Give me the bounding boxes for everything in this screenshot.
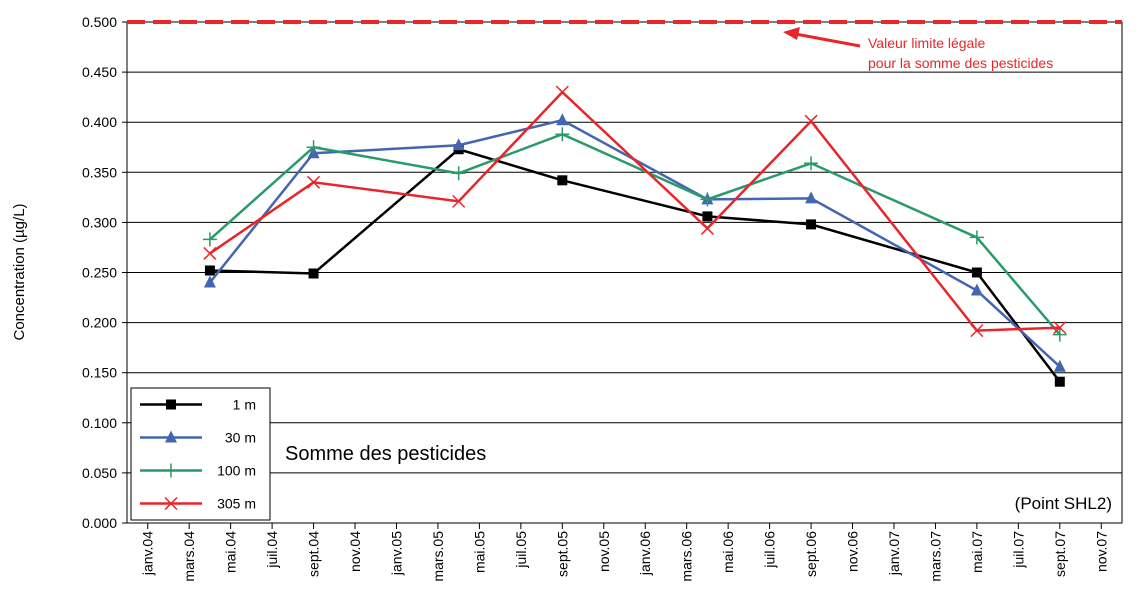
y-tick-label: 0.000	[82, 515, 117, 531]
x-tick-label: janv.07	[886, 531, 902, 576]
marker	[806, 219, 817, 230]
y-tick-label: 0.100	[82, 415, 117, 431]
x-tick-label: nov.05	[596, 531, 612, 572]
y-tick-label: 0.400	[82, 114, 117, 130]
marker	[556, 113, 569, 126]
x-tick-label: mars.06	[679, 531, 695, 582]
marker	[702, 211, 713, 222]
marker	[805, 191, 818, 204]
marker	[164, 463, 178, 478]
y-tick-label: 0.150	[82, 365, 117, 381]
marker	[1054, 376, 1065, 387]
x-tick-label: mai.06	[720, 531, 736, 573]
series-line	[209, 132, 1061, 336]
marker	[451, 166, 466, 181]
x-tick-label: sept.06	[803, 531, 819, 577]
marker	[970, 324, 984, 338]
y-tick-label: 0.250	[82, 265, 117, 281]
y-tick-label: 0.300	[82, 214, 117, 230]
reference-label: pour la somme des pesticides	[868, 55, 1053, 71]
marker	[971, 267, 982, 278]
marker	[1053, 321, 1067, 335]
y-tick-label: 0.350	[82, 164, 117, 180]
marker	[555, 85, 569, 99]
x-tick-label: mars.04	[181, 531, 197, 582]
x-tick-label: nov.04	[347, 531, 363, 572]
x-tick-label: nov.06	[845, 531, 861, 572]
marker	[166, 399, 176, 410]
marker	[700, 221, 714, 235]
marker	[700, 192, 715, 207]
marker	[555, 127, 570, 142]
legend-label: 1 m	[233, 397, 256, 413]
reference-label: Valeur limite légale	[868, 35, 985, 51]
marker	[164, 496, 178, 511]
x-tick-label: nov.07	[1093, 531, 1109, 572]
x-tick-label: juil.07	[1010, 531, 1026, 569]
x-tick-label: janv.04	[140, 531, 156, 576]
marker	[1053, 359, 1066, 372]
x-tick-label: sept.07	[1052, 531, 1068, 577]
legend-label: 100 m	[217, 463, 256, 479]
marker	[308, 268, 319, 279]
y-tick-label: 0.500	[82, 14, 117, 30]
x-tick-label: sept.05	[554, 531, 570, 577]
x-tick-label: juil.04	[264, 531, 280, 569]
annotation-arrow	[789, 31, 861, 48]
x-tick-label: mai.07	[969, 531, 985, 573]
marker	[804, 114, 818, 128]
marker	[204, 265, 215, 276]
marker	[969, 230, 984, 245]
y-tick-label: 0.200	[82, 315, 117, 331]
annotation-arrowhead	[783, 27, 800, 40]
inner-title: Somme des pesticides	[285, 443, 486, 465]
series-line	[208, 118, 1061, 368]
marker	[202, 232, 217, 247]
marker	[804, 156, 819, 171]
x-tick-label: janv.05	[388, 531, 404, 576]
y-tick-label: 0.050	[82, 465, 117, 481]
marker	[306, 140, 321, 155]
y-axis-label: Concentration (µg/L)	[11, 203, 28, 340]
y-tick-label: 0.450	[82, 64, 117, 80]
x-tick-label: janv.06	[637, 531, 653, 576]
marker	[452, 138, 465, 151]
legend-label: 305 m	[217, 496, 256, 512]
x-tick-label: mai.04	[223, 531, 239, 573]
series-line	[209, 90, 1060, 332]
legend-label: 30 m	[225, 430, 256, 446]
x-tick-label: sept.04	[306, 531, 322, 577]
marker	[203, 275, 216, 288]
marker	[203, 246, 217, 260]
x-tick-label: mars.07	[927, 531, 943, 582]
marker	[452, 194, 466, 208]
x-tick-label: mars.05	[430, 531, 446, 582]
marker	[970, 283, 983, 296]
series-line	[209, 147, 1061, 383]
marker	[1052, 327, 1067, 342]
x-tick-label: juil.05	[513, 531, 529, 569]
point-label: (Point SHL2)	[1015, 494, 1112, 513]
legend: 1 m 30 m 100 m 305 m	[130, 387, 271, 521]
legend-box	[130, 387, 271, 521]
marker	[557, 175, 568, 186]
x-tick-label: mai.05	[471, 531, 487, 573]
x-tick-label: juil.06	[762, 531, 778, 569]
marker	[165, 430, 177, 443]
marker	[307, 175, 321, 189]
